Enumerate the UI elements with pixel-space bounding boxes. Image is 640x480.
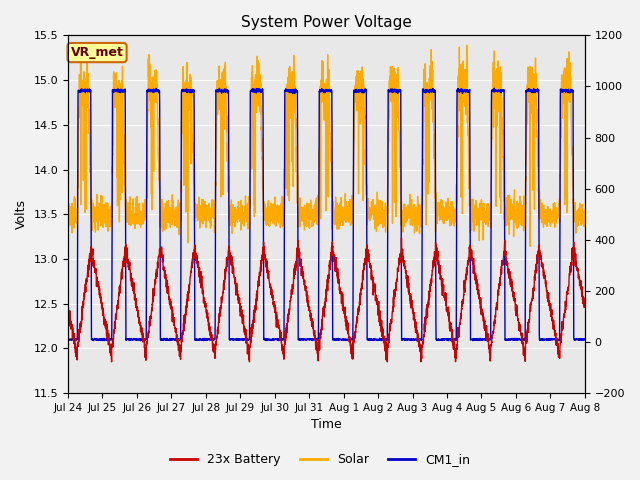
X-axis label: Time: Time [311, 419, 342, 432]
Y-axis label: Volts: Volts [15, 199, 28, 229]
Title: System Power Voltage: System Power Voltage [241, 15, 412, 30]
Legend: 23x Battery, Solar, CM1_in: 23x Battery, Solar, CM1_in [164, 448, 476, 471]
Text: VR_met: VR_met [70, 46, 124, 59]
